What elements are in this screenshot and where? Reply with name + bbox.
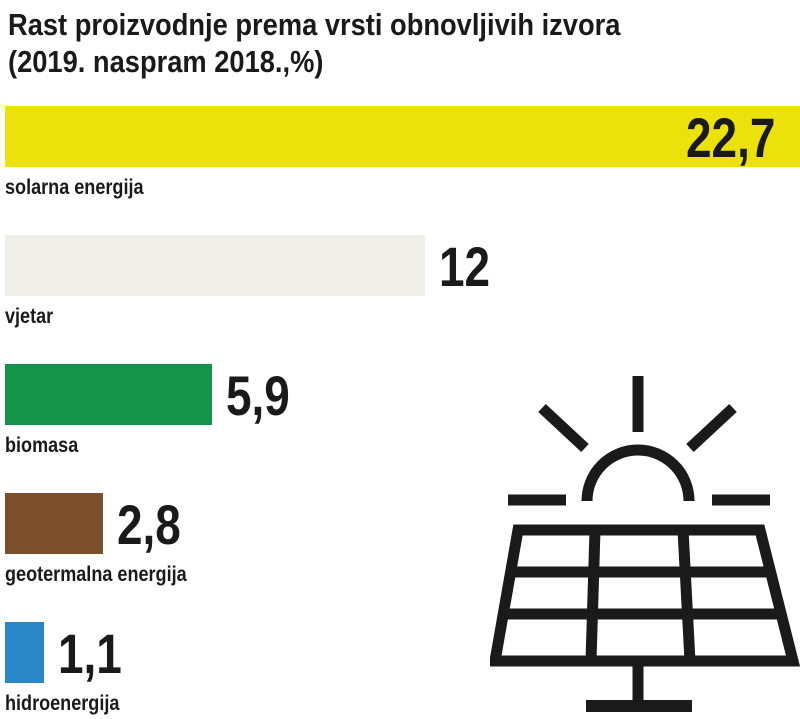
value-label-solar: 22,7 — [686, 106, 776, 169]
bar-geothermal — [5, 493, 104, 554]
bar-biomass — [5, 364, 212, 425]
bar-solar — [5, 106, 800, 167]
bar-wind — [5, 235, 426, 296]
solar-panel-sun-icon — [490, 376, 800, 712]
value-label-geothermal: 2,8 — [117, 493, 181, 556]
value-label-hydro: 1,1 — [57, 622, 122, 685]
category-label-hydro: hidroenergija — [5, 692, 120, 715]
value-label-biomass: 5,9 — [225, 364, 290, 427]
value-label-wind: 12 — [439, 235, 491, 298]
bar-hydro — [5, 622, 44, 683]
category-label-biomass: biomasa — [5, 434, 79, 457]
chart-title: Rast proizvodnje prema vrsti obnovljivih… — [8, 7, 621, 79]
category-label-wind: vjetar — [5, 305, 54, 328]
category-label-solar: solarna energija — [5, 176, 144, 199]
category-label-geothermal: geotermalna energija — [5, 563, 187, 586]
